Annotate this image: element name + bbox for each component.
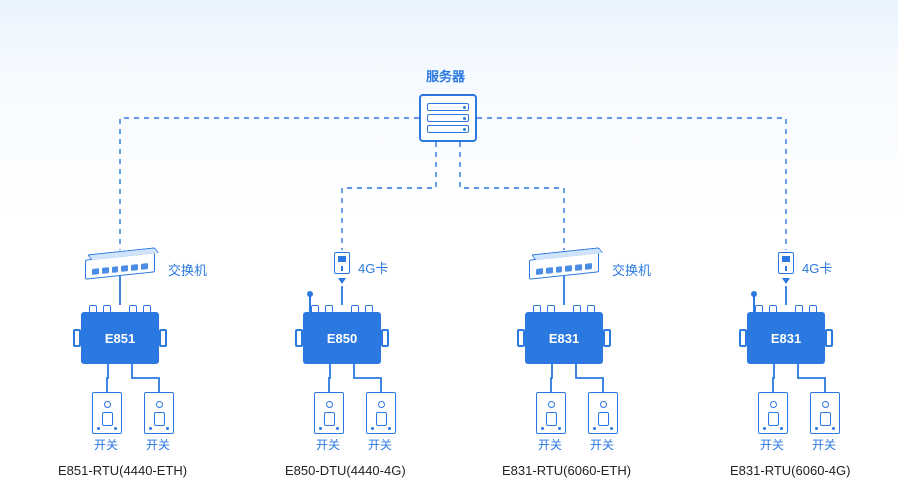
power-switch-label: 开关 [146,436,170,453]
down-arrow-icon [338,278,346,284]
power-switch-icon [92,392,122,434]
model-label: E831-RTU(6060-4G) [730,463,850,478]
antenna-icon [309,294,311,312]
power-switch-label: 开关 [590,436,614,453]
model-label: E851-RTU(4440-ETH) [58,463,187,478]
device-module: E851 [81,312,159,364]
power-switch-label: 开关 [760,436,784,453]
device-name: E831 [549,331,579,346]
device-module: E831 [747,312,825,364]
device-name: E831 [771,331,801,346]
power-switch-label: 开关 [538,436,562,453]
device-module: E850 [303,312,381,364]
power-switch-icon [536,392,566,434]
power-switch-icon [366,392,396,434]
power-switch-icon [758,392,788,434]
power-switch-icon [144,392,174,434]
sim-card-icon [334,252,350,274]
mid-node-label: 4G卡 [358,258,388,277]
model-label: E831-RTU(6060-ETH) [502,463,631,478]
power-switch-label: 开关 [316,436,340,453]
power-switch-label: 开关 [94,436,118,453]
server-label: 服务器 [426,66,465,85]
device-module: E831 [525,312,603,364]
device-name: E851 [105,331,135,346]
antenna-icon [753,294,755,312]
mid-node-label: 交换机 [168,260,207,279]
server-icon [419,94,477,142]
device-name: E850 [327,331,357,346]
power-switch-icon [810,392,840,434]
power-switch-icon [588,392,618,434]
sim-card-icon [778,252,794,274]
power-switch-icon [314,392,344,434]
mid-node-label: 交换机 [612,260,651,279]
down-arrow-icon [782,278,790,284]
power-switch-label: 开关 [812,436,836,453]
model-label: E850-DTU(4440-4G) [285,463,406,478]
mid-node-label: 4G卡 [802,258,832,277]
power-switch-label: 开关 [368,436,392,453]
